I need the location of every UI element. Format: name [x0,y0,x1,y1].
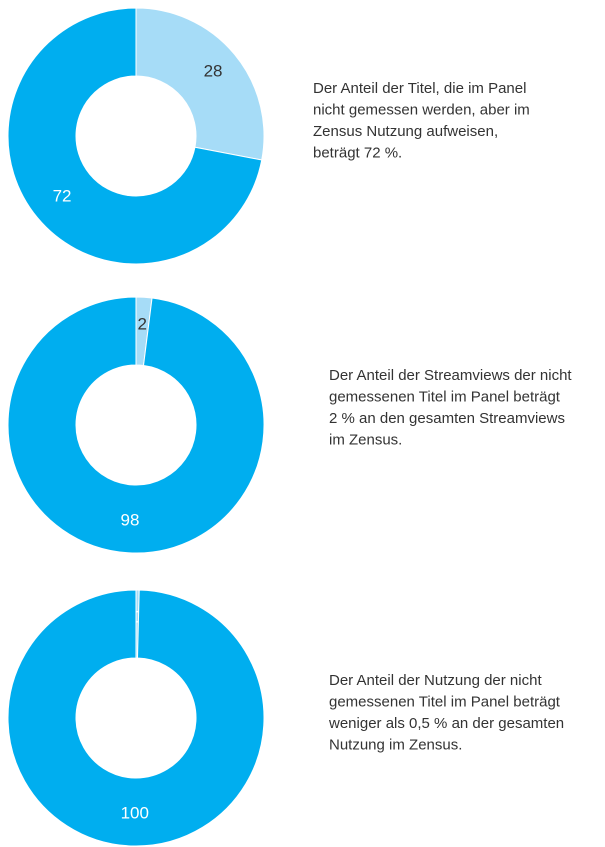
slice-label: 72 [53,187,72,206]
slice-label: 0 [133,607,142,626]
description-line: im Zensus. [329,431,402,448]
slice-label: 100 [121,803,149,822]
description-line: Nutzung im Zensus. [329,736,462,753]
description-line: Zensus Nutzung aufweisen, [313,123,498,140]
description-line: 2 % an den gesamten Streamviews [329,410,565,427]
description-line: nicht gemessen werden, aber im [313,101,530,118]
donut-slice [7,7,263,265]
description-line: weniger als 0,5 % an der gesamten [328,715,564,732]
description-line: Der Anteil der Streamviews der nicht [329,367,572,384]
donut-slice [7,296,265,554]
description-line: Der Anteil der Titel, die im Panel [313,80,526,97]
donut-slice [135,7,265,161]
description-line: gemessenen Titel im Panel beträgt [329,693,561,710]
slice-label: 28 [204,62,223,81]
slice-label: 2 [138,315,147,334]
donut-slice [7,589,265,847]
slice-label: 98 [121,510,140,529]
description-line: beträgt 72 %. [313,144,402,161]
description-line: Der Anteil der Nutzung der nicht [329,672,542,689]
description-line: gemessenen Titel im Panel beträgt [329,388,561,405]
